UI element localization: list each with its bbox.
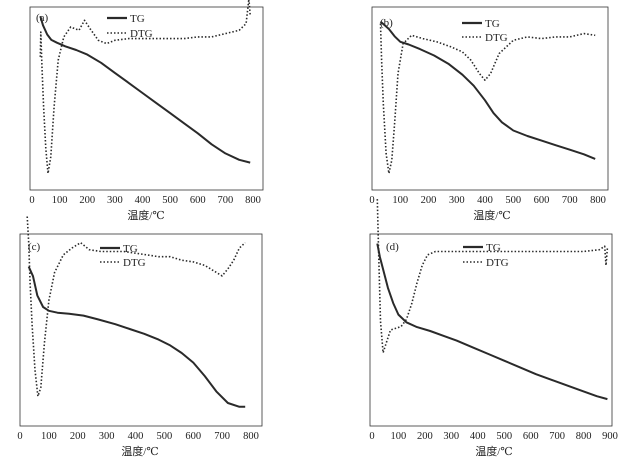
x-tick-label: 600 xyxy=(534,195,550,206)
legend-label-dtg: DTG xyxy=(130,28,153,40)
x-tick-label: 800 xyxy=(243,431,259,442)
x-axis-label: 温度/℃ xyxy=(473,208,510,222)
panel-a: (a) TG DTG 0 100 200 300 400 500 600 700 800 温度/… xyxy=(29,0,264,222)
x-tick-label: 200 xyxy=(79,195,95,206)
legend-label-tg: TG xyxy=(485,18,500,30)
x-tick-label: 400 xyxy=(470,431,486,442)
x-tick-label: 400 xyxy=(477,195,493,206)
x-tick-label: 300 xyxy=(443,431,459,442)
x-tick-label: 100 xyxy=(391,431,407,442)
panel-c: (c) TG DTG 0 100 200 300 400 500 600 700 800 温度/… xyxy=(17,216,263,458)
legend-label-dtg: DTG xyxy=(485,32,508,44)
x-tick-label: 200 xyxy=(421,195,437,206)
x-tick-label: 300 xyxy=(99,431,115,442)
x-tick-label: 0 xyxy=(17,431,22,442)
legend-label-tg: TG xyxy=(130,13,145,25)
x-tick-label: 700 xyxy=(549,431,565,442)
x-axis-label: 温度/℃ xyxy=(127,208,164,222)
plot-frame xyxy=(369,233,613,427)
x-axis-label: 温度/℃ xyxy=(475,444,512,458)
x-tick-label: 100 xyxy=(52,195,68,206)
x-tick-label: 100 xyxy=(41,431,57,442)
legend-label-tg: TG xyxy=(123,243,138,255)
plot-frame xyxy=(29,6,264,191)
tg-curve xyxy=(27,266,246,408)
x-tick-label: 700 xyxy=(214,431,230,442)
x-tick-label: 0 xyxy=(369,195,374,206)
legend-label-dtg: DTG xyxy=(123,257,146,269)
x-tick-label: 300 xyxy=(107,195,123,206)
panel-b: (b) TG DTG 0 100 200 300 400 500 600 700 800 温度/… xyxy=(369,6,609,222)
x-tick-label: 0 xyxy=(29,195,34,206)
x-tick-label: 0 xyxy=(369,431,374,442)
x-tick-label: 500 xyxy=(162,195,178,206)
tg-curve xyxy=(379,20,596,160)
x-tick-label: 800 xyxy=(245,195,261,206)
panel-label: (d) xyxy=(386,241,399,253)
panel-label: (a) xyxy=(36,12,49,24)
x-tick-label: 200 xyxy=(417,431,433,442)
legend-label-dtg: DTG xyxy=(486,257,509,269)
x-tick-label: 200 xyxy=(70,431,86,442)
x-axis-ticks: 0 100 200 300 400 500 600 700 800 xyxy=(369,195,606,206)
x-tick-label: 700 xyxy=(218,195,234,206)
x-tick-label: 800 xyxy=(590,195,606,206)
legend-label-tg: TG xyxy=(486,242,501,254)
tg-curve xyxy=(39,15,251,164)
x-tick-label: 500 xyxy=(157,431,173,442)
tg-curve xyxy=(376,243,608,401)
x-tick-label: 500 xyxy=(496,431,512,442)
x-tick-label: 500 xyxy=(505,195,521,206)
x-tick-label: 300 xyxy=(449,195,465,206)
x-tick-label: 600 xyxy=(190,195,206,206)
plot-frame xyxy=(371,6,609,191)
series-lines xyxy=(379,20,596,175)
x-tick-label: 600 xyxy=(185,431,201,442)
dtg-curve xyxy=(39,0,251,175)
x-axis-ticks: 0 100 200 300 400 500 600 700 800 900 xyxy=(369,431,618,442)
dtg-curve xyxy=(26,216,246,398)
panel-d: (d) TG DTG 0 100 200 300 400 500 600 700 800 900 … xyxy=(369,199,618,458)
x-axis-ticks: 0 100 200 300 400 500 600 700 800 xyxy=(17,431,259,442)
x-tick-label: 100 xyxy=(392,195,408,206)
x-tick-label: 400 xyxy=(128,431,144,442)
series-lines xyxy=(39,0,251,175)
plot-frame xyxy=(19,233,263,427)
panel-label: (b) xyxy=(380,17,393,29)
dtg-curve xyxy=(376,199,609,354)
x-tick-label: 700 xyxy=(562,195,578,206)
x-tick-label: 400 xyxy=(135,195,151,206)
series-lines xyxy=(376,199,609,401)
x-tick-label: 900 xyxy=(602,431,618,442)
x-tick-label: 800 xyxy=(576,431,592,442)
x-axis-ticks: 0 100 200 300 400 500 600 700 800 xyxy=(29,195,261,206)
panel-label: (c) xyxy=(28,241,41,253)
x-tick-label: 600 xyxy=(523,431,539,442)
x-axis-label: 温度/℃ xyxy=(121,444,158,458)
series-lines xyxy=(26,216,246,408)
dtg-curve xyxy=(379,23,596,175)
